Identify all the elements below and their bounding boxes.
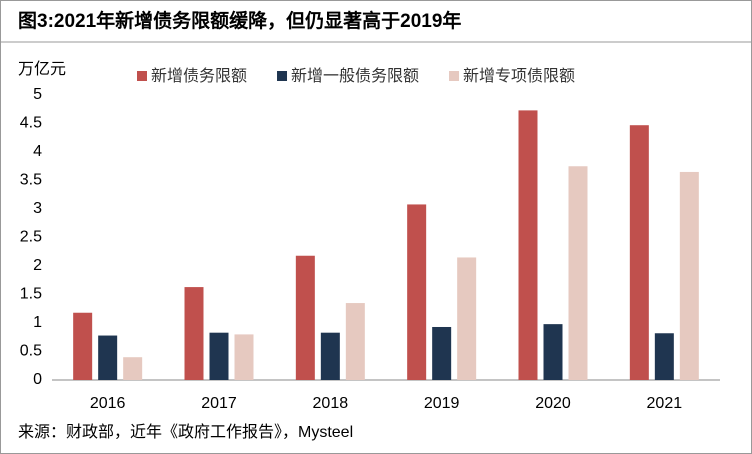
bar bbox=[407, 204, 427, 380]
bar bbox=[295, 255, 315, 380]
legend-swatch bbox=[277, 71, 288, 81]
y-tick-label: 3 bbox=[33, 200, 42, 217]
y-tick-label: 1 bbox=[33, 314, 42, 331]
source: 来源：财政部，近年《政府工作报告》，Mysteel bbox=[18, 423, 353, 441]
y-tick-label: 1.5 bbox=[20, 286, 42, 303]
legend-swatch bbox=[137, 71, 147, 81]
bar bbox=[345, 303, 365, 380]
x-tick-label: 2018 bbox=[313, 395, 349, 412]
bar bbox=[457, 257, 477, 380]
x-tick-label: 2020 bbox=[535, 395, 571, 412]
bar bbox=[73, 312, 93, 380]
x-tick-label: 2021 bbox=[647, 395, 683, 412]
y-tick-label: 4 bbox=[33, 143, 42, 160]
y-tick-label: 0 bbox=[33, 371, 42, 388]
bar bbox=[184, 287, 204, 380]
bar bbox=[98, 335, 118, 380]
bar bbox=[654, 333, 674, 380]
y-tick-label: 2 bbox=[33, 257, 42, 274]
y-tick-label: 3.5 bbox=[20, 172, 42, 189]
bar bbox=[518, 110, 538, 380]
bar bbox=[209, 332, 229, 380]
bar bbox=[432, 326, 452, 380]
y-tick-label: 2.5 bbox=[20, 229, 42, 246]
y-axis-label: 万亿元 bbox=[18, 60, 66, 78]
bar bbox=[234, 334, 254, 380]
bar bbox=[320, 332, 340, 380]
y-tick-label: 4.5 bbox=[20, 115, 42, 132]
x-tick-label: 2016 bbox=[90, 395, 126, 412]
chart-title: 图3:2021年新增债务限额缓降，但仍显著高于2019年 bbox=[18, 9, 461, 32]
legend-label: 新增专项债限额 bbox=[463, 67, 575, 85]
bar bbox=[123, 357, 143, 380]
x-tick-label: 2017 bbox=[201, 395, 237, 412]
legend-label: 新增一般债务限额 bbox=[291, 67, 419, 85]
legend-swatch bbox=[449, 71, 460, 81]
bar bbox=[568, 166, 588, 380]
y-tick-label: 5 bbox=[33, 86, 42, 103]
x-tick-label: 2019 bbox=[424, 395, 460, 412]
y-tick-label: 0.5 bbox=[20, 343, 42, 360]
legend-label: 新增债务限额 bbox=[151, 67, 247, 85]
bar bbox=[679, 171, 699, 380]
bar bbox=[543, 324, 563, 380]
bar bbox=[629, 125, 649, 381]
